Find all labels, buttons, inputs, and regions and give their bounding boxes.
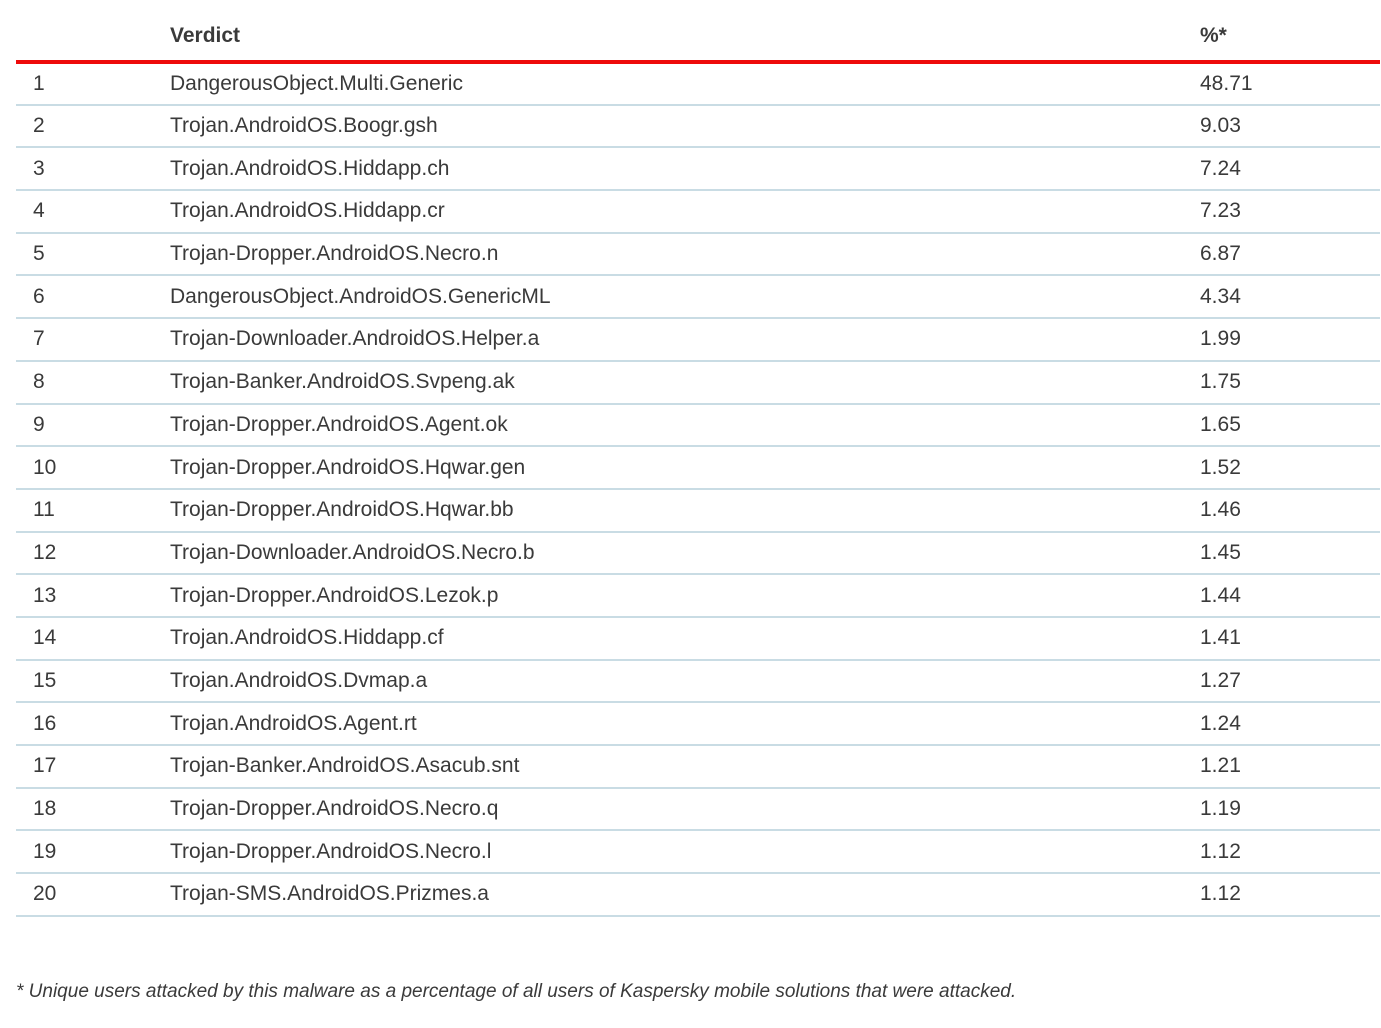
table-footnote: * Unique users attacked by this malware … xyxy=(16,981,1017,1002)
table-row: 5 Trojan-Dropper.AndroidOS.Necro.n 6.87 xyxy=(16,232,1380,277)
rank-cell: 5 xyxy=(16,232,170,277)
verdict-cell: DangerousObject.AndroidOS.GenericML xyxy=(170,275,1200,320)
rank-cell: 4 xyxy=(16,190,170,234)
percent-cell: 7.24 xyxy=(1200,147,1380,192)
verdict-cell: Trojan-Dropper.AndroidOS.Agent.ok xyxy=(170,403,1200,448)
percent-cell: 9.03 xyxy=(1200,104,1380,149)
table-row: 14 Trojan.AndroidOS.Hiddapp.cf 1.41 xyxy=(16,616,1380,661)
percent-cell: 1.27 xyxy=(1200,659,1380,704)
table-row: 12 Trojan-Downloader.AndroidOS.Necro.b 1… xyxy=(16,531,1380,576)
verdict-cell: Trojan.AndroidOS.Hiddapp.cf xyxy=(170,616,1200,661)
rank-column-header xyxy=(16,0,170,64)
rank-cell: 11 xyxy=(16,488,170,533)
table-row: 7 Trojan-Downloader.AndroidOS.Helper.a 1… xyxy=(16,318,1380,362)
rank-cell: 12 xyxy=(16,531,170,576)
rank-cell: 6 xyxy=(16,275,170,320)
table-row: 19 Trojan-Dropper.AndroidOS.Necro.l 1.12 xyxy=(16,830,1380,875)
table-row: 16 Trojan.AndroidOS.Agent.rt 1.24 xyxy=(16,702,1380,746)
malware-verdict-table: Verdict %* 1 DangerousObject.Multi.Gener… xyxy=(16,0,1380,917)
percent-cell: 1.44 xyxy=(1200,574,1380,618)
table-row: 1 DangerousObject.Multi.Generic 48.71 xyxy=(16,62,1380,106)
rank-cell: 18 xyxy=(16,787,170,832)
table-row: 15 Trojan.AndroidOS.Dvmap.a 1.27 xyxy=(16,659,1380,704)
percent-cell: 6.87 xyxy=(1200,232,1380,277)
table-row: 4 Trojan.AndroidOS.Hiddapp.cr 7.23 xyxy=(16,190,1380,234)
verdict-cell: Trojan-Dropper.AndroidOS.Necro.q xyxy=(170,787,1200,832)
rank-cell: 20 xyxy=(16,873,170,917)
percent-cell: 1.19 xyxy=(1200,787,1380,832)
verdict-cell: Trojan-Dropper.AndroidOS.Hqwar.gen xyxy=(170,446,1200,490)
percent-cell: 48.71 xyxy=(1200,62,1380,106)
percent-cell: 1.52 xyxy=(1200,446,1380,490)
verdict-cell: Trojan-Banker.AndroidOS.Svpeng.ak xyxy=(170,360,1200,405)
rank-cell: 3 xyxy=(16,147,170,192)
table-row: 2 Trojan.AndroidOS.Boogr.gsh 9.03 xyxy=(16,104,1380,149)
percent-cell: 7.23 xyxy=(1200,190,1380,234)
rank-cell: 9 xyxy=(16,403,170,448)
verdict-cell: Trojan.AndroidOS.Dvmap.a xyxy=(170,659,1200,704)
percent-cell: 1.21 xyxy=(1200,745,1380,789)
verdict-cell: Trojan.AndroidOS.Hiddapp.ch xyxy=(170,147,1200,192)
table-row: 10 Trojan-Dropper.AndroidOS.Hqwar.gen 1.… xyxy=(16,446,1380,490)
verdict-column-header: Verdict xyxy=(170,0,1200,64)
percent-cell: 1.12 xyxy=(1200,873,1380,917)
percent-cell: 1.45 xyxy=(1200,531,1380,576)
rank-cell: 8 xyxy=(16,360,170,405)
table-row: 11 Trojan-Dropper.AndroidOS.Hqwar.bb 1.4… xyxy=(16,488,1380,533)
verdict-cell: Trojan-Dropper.AndroidOS.Lezok.p xyxy=(170,574,1200,618)
percent-cell: 1.65 xyxy=(1200,403,1380,448)
verdict-cell: DangerousObject.Multi.Generic xyxy=(170,62,1200,106)
rank-cell: 1 xyxy=(16,62,170,106)
percent-cell: 4.34 xyxy=(1200,275,1380,320)
verdict-cell: Trojan-Downloader.AndroidOS.Helper.a xyxy=(170,318,1200,362)
table-row: 6 DangerousObject.AndroidOS.GenericML 4.… xyxy=(16,275,1380,320)
verdict-cell: Trojan-SMS.AndroidOS.Prizmes.a xyxy=(170,873,1200,917)
rank-cell: 19 xyxy=(16,830,170,875)
percent-cell: 1.99 xyxy=(1200,318,1380,362)
verdict-cell: Trojan-Dropper.AndroidOS.Necro.l xyxy=(170,830,1200,875)
table-row: 20 Trojan-SMS.AndroidOS.Prizmes.a 1.12 xyxy=(16,873,1380,917)
verdict-cell: Trojan.AndroidOS.Hiddapp.cr xyxy=(170,190,1200,234)
rank-cell: 15 xyxy=(16,659,170,704)
table-row: 13 Trojan-Dropper.AndroidOS.Lezok.p 1.44 xyxy=(16,574,1380,618)
table-row: 9 Trojan-Dropper.AndroidOS.Agent.ok 1.65 xyxy=(16,403,1380,448)
table-header-row: Verdict %* xyxy=(16,0,1380,64)
rank-cell: 17 xyxy=(16,745,170,789)
verdict-cell: Trojan-Banker.AndroidOS.Asacub.snt xyxy=(170,745,1200,789)
verdict-cell: Trojan-Dropper.AndroidOS.Hqwar.bb xyxy=(170,488,1200,533)
verdict-cell: Trojan-Downloader.AndroidOS.Necro.b xyxy=(170,531,1200,576)
percent-column-header: %* xyxy=(1200,0,1380,64)
rank-cell: 16 xyxy=(16,702,170,746)
table-row: 17 Trojan-Banker.AndroidOS.Asacub.snt 1.… xyxy=(16,745,1380,789)
rank-cell: 13 xyxy=(16,574,170,618)
rank-cell: 10 xyxy=(16,446,170,490)
percent-cell: 1.75 xyxy=(1200,360,1380,405)
verdict-cell: Trojan.AndroidOS.Boogr.gsh xyxy=(170,104,1200,149)
table-row: 18 Trojan-Dropper.AndroidOS.Necro.q 1.19 xyxy=(16,787,1380,832)
verdict-cell: Trojan.AndroidOS.Agent.rt xyxy=(170,702,1200,746)
verdict-cell: Trojan-Dropper.AndroidOS.Necro.n xyxy=(170,232,1200,277)
percent-cell: 1.41 xyxy=(1200,616,1380,661)
percent-cell: 1.12 xyxy=(1200,830,1380,875)
percent-cell: 1.24 xyxy=(1200,702,1380,746)
percent-cell: 1.46 xyxy=(1200,488,1380,533)
table-row: 3 Trojan.AndroidOS.Hiddapp.ch 7.24 xyxy=(16,147,1380,192)
rank-cell: 2 xyxy=(16,104,170,149)
table-row: 8 Trojan-Banker.AndroidOS.Svpeng.ak 1.75 xyxy=(16,360,1380,405)
rank-cell: 14 xyxy=(16,616,170,661)
rank-cell: 7 xyxy=(16,318,170,362)
